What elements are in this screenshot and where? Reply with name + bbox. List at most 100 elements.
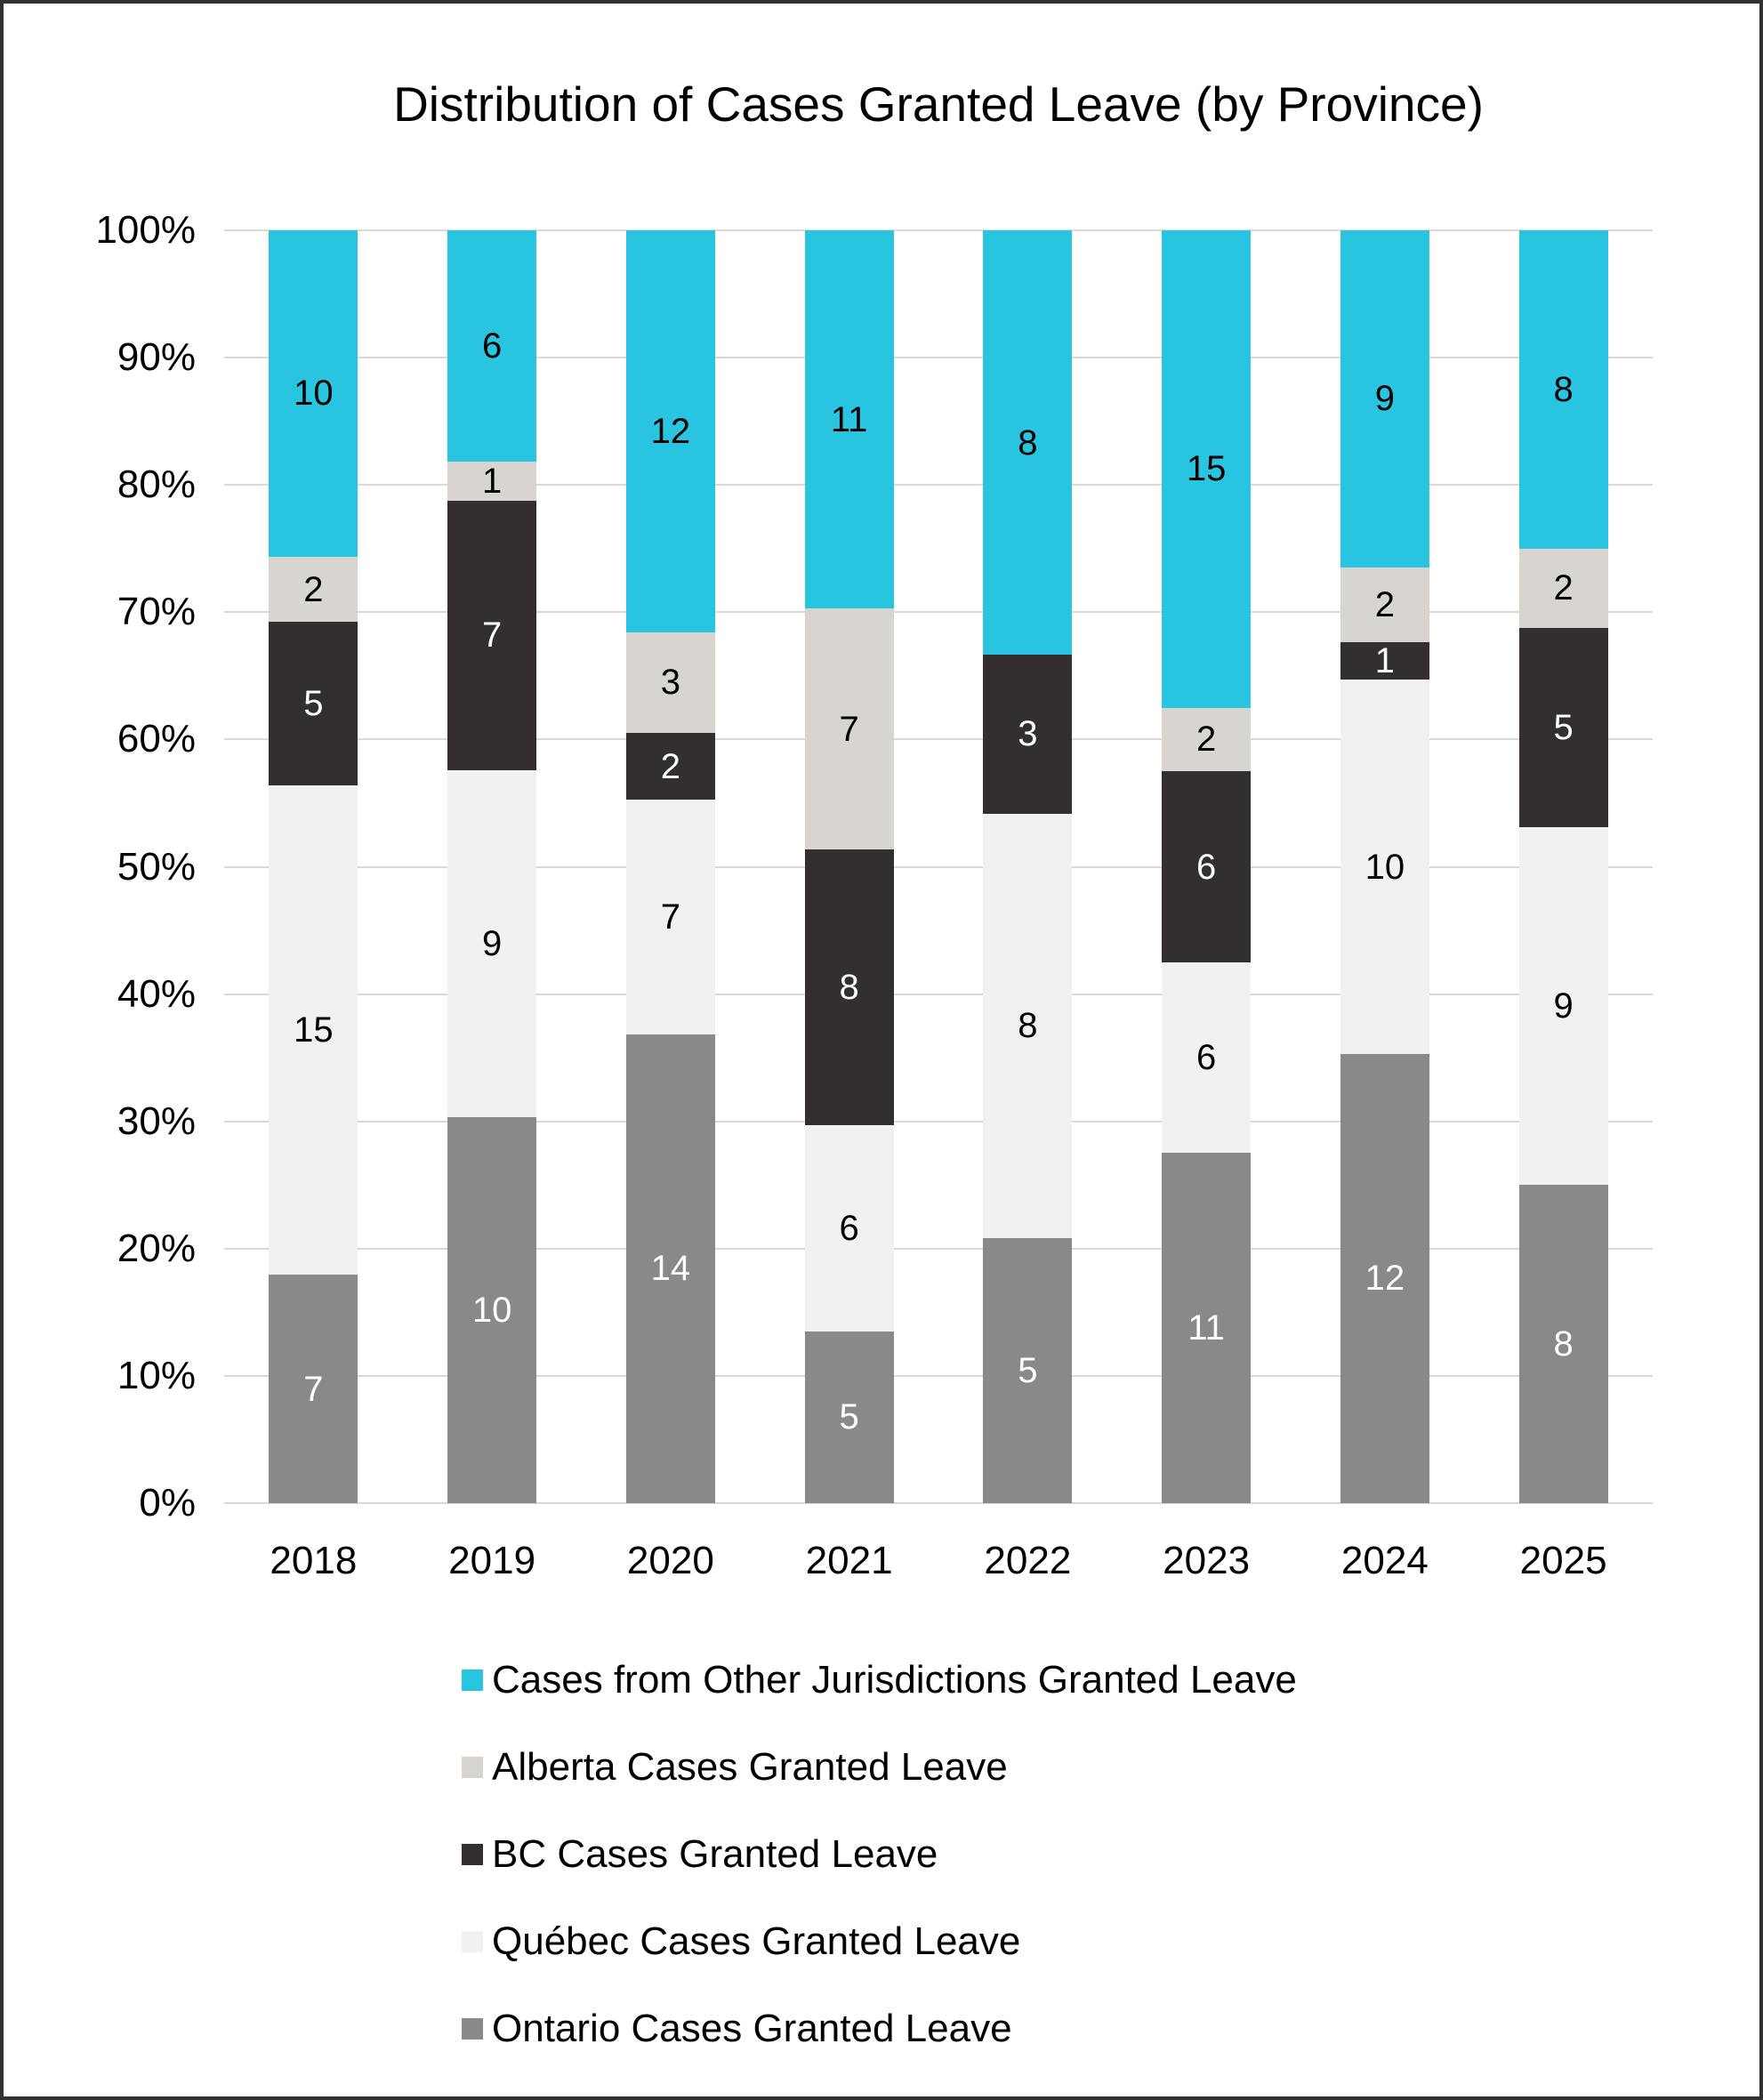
legend-swatch-ontario	[462, 2018, 483, 2040]
x-tick-label-2019: 2019	[448, 1539, 536, 1582]
bar-segment-ontario-2020: 14	[625, 1034, 715, 1503]
bar-segment-bc-2023: 6	[1162, 771, 1252, 962]
x-tick-label-2023: 2023	[1163, 1539, 1251, 1582]
stacked-bar-2019: 6 1 7 9 10	[447, 230, 537, 1503]
data-label-ontario-2020: 14	[650, 1249, 691, 1289]
legend-label-bc: BC Cases Granted Leave	[492, 1832, 938, 1876]
y-tick-label-70%: 70%	[117, 590, 196, 634]
data-label-other-2019: 6	[482, 326, 503, 366]
data-label-other-2020: 12	[650, 411, 691, 451]
data-label-other-2018: 10	[294, 374, 334, 414]
legend: Cases from Other Jurisdictions Granted L…	[462, 1637, 1297, 2072]
data-label-ontario-2023: 11	[1187, 1308, 1225, 1348]
x-tick-label-2018: 2018	[270, 1539, 358, 1582]
data-label-alberta-2020: 3	[660, 663, 680, 703]
data-label-quebec-2025: 9	[1553, 986, 1574, 1026]
data-label-quebec-2018: 15	[294, 1010, 334, 1050]
data-label-bc-2019: 7	[482, 616, 503, 656]
x-tick-label-2020: 2020	[626, 1539, 714, 1582]
data-label-bc-2018: 5	[303, 684, 324, 724]
data-label-quebec-2023: 6	[1196, 1038, 1217, 1078]
bar-segment-ontario-2025: 8	[1518, 1185, 1608, 1503]
bar-slot-2022: 8 3 8 5 2022	[938, 230, 1117, 1582]
stacked-bar-2022: 8 3 8 5	[983, 230, 1073, 1503]
x-tick-label-2022: 2022	[984, 1539, 1072, 1582]
data-label-ontario-2022: 5	[1018, 1350, 1038, 1390]
bar-segment-other-2022: 8	[983, 230, 1073, 655]
bar-segment-alberta-2021: 7	[804, 608, 894, 850]
y-tick-label-100%: 100%	[95, 208, 196, 252]
gridline-100%	[224, 229, 1653, 231]
bar-segment-bc-2025: 5	[1518, 628, 1608, 827]
y-tick-label-60%: 60%	[117, 717, 196, 761]
gridline-60%	[224, 738, 1653, 741]
y-axis-tick-labels: 0% 10% 20% 30% 40% 50% 60% 70% 80% 90% 100%	[0, 208, 196, 1525]
bar-segment-ontario-2024: 12	[1340, 1053, 1429, 1503]
bar-slot-2021: 11 7 8 6 5 2021	[760, 230, 938, 1582]
data-label-alberta-2019: 1	[482, 461, 503, 501]
bar-segment-bc-2020: 2	[625, 732, 715, 801]
bar-segment-alberta-2019: 1	[447, 461, 537, 501]
legend-label-other: Cases from Other Jurisdictions Granted L…	[492, 1658, 1297, 1702]
data-label-alberta-2023: 2	[1196, 720, 1217, 760]
data-label-other-2025: 8	[1553, 369, 1574, 409]
bar-slots: 10 2 5 15 7 2018 6 1 7 9 10 2019 12 3 2 7 14 2020 11 7 8 6 5 20…	[224, 230, 1653, 1582]
legend-item-alberta: Alberta Cases Granted Leave	[462, 1724, 1297, 1811]
y-tick-label-30%: 30%	[117, 1098, 196, 1143]
gridline-40%	[224, 993, 1653, 995]
data-label-bc-2021: 8	[839, 967, 859, 1007]
bar-segment-bc-2018: 5	[269, 622, 358, 785]
legend-swatch-other	[462, 1670, 483, 1691]
data-label-ontario-2024: 12	[1365, 1259, 1405, 1299]
y-tick-label-20%: 20%	[117, 1226, 196, 1270]
bar-segment-other-2025: 8	[1518, 230, 1608, 549]
legend-label-alberta: Alberta Cases Granted Leave	[492, 1745, 1008, 1789]
y-tick-label-90%: 90%	[117, 335, 196, 380]
bar-segment-quebec-2022: 8	[983, 813, 1073, 1238]
x-tick-label-2024: 2024	[1340, 1539, 1429, 1582]
gridline-80%	[224, 484, 1653, 487]
bar-segment-alberta-2025: 2	[1518, 548, 1608, 629]
bar-slot-2019: 6 1 7 9 10 2019	[403, 230, 582, 1582]
data-label-bc-2024: 1	[1374, 641, 1395, 681]
bar-segment-other-2018: 10	[269, 230, 358, 557]
bar-segment-quebec-2019: 9	[447, 770, 537, 1118]
bar-slot-2018: 10 2 5 15 7 2018	[224, 230, 403, 1582]
bar-slot-2024: 9 2 1 10 12 2024	[1296, 230, 1475, 1582]
legend-swatch-alberta	[462, 1757, 483, 1778]
stacked-bar-2025: 8 2 5 9 8	[1518, 230, 1608, 1503]
bar-segment-quebec-2023: 6	[1162, 961, 1252, 1154]
data-label-bc-2022: 3	[1018, 714, 1038, 754]
bar-segment-other-2021: 11	[804, 230, 894, 609]
legend-item-quebec: Québec Cases Granted Leave	[462, 1898, 1297, 1985]
data-label-alberta-2025: 2	[1553, 568, 1574, 608]
gridline-70%	[224, 611, 1653, 614]
data-label-quebec-2022: 8	[1018, 1006, 1038, 1046]
legend-item-ontario: Ontario Cases Granted Leave	[462, 1985, 1297, 2072]
x-tick-label-2025: 2025	[1519, 1539, 1607, 1582]
bar-segment-quebec-2024: 10	[1340, 680, 1429, 1054]
data-label-alberta-2024: 2	[1374, 584, 1395, 624]
bar-segment-quebec-2025: 9	[1518, 826, 1608, 1186]
y-tick-label-10%: 10%	[117, 1353, 196, 1397]
data-label-bc-2020: 2	[660, 746, 680, 786]
bar-slot-2025: 8 2 5 9 8 2025	[1474, 230, 1653, 1582]
gridline-10%	[224, 1374, 1653, 1377]
data-label-bc-2023: 6	[1196, 847, 1217, 887]
gridline-0%	[224, 1502, 1653, 1504]
gridline-50%	[224, 865, 1653, 868]
bar-segment-other-2020: 12	[625, 230, 715, 632]
y-tick-label-0%: 0%	[139, 1481, 196, 1525]
bar-segment-other-2023: 15	[1162, 230, 1252, 708]
legend-swatch-quebec	[462, 1931, 483, 1952]
bar-segment-alberta-2020: 3	[625, 632, 715, 733]
data-label-bc-2025: 5	[1553, 707, 1574, 747]
plot-area: 10 2 5 15 7 2018 6 1 7 9 10 2019 12 3 2 7 14 2020 11 7 8 6 5 20…	[224, 229, 1653, 1582]
data-label-ontario-2021: 5	[839, 1397, 859, 1437]
bar-segment-alberta-2024: 2	[1340, 567, 1429, 642]
bar-segment-ontario-2021: 5	[804, 1331, 894, 1503]
legend-swatch-bc	[462, 1844, 483, 1865]
x-tick-label-2021: 2021	[805, 1539, 893, 1582]
bar-segment-alberta-2023: 2	[1162, 707, 1252, 772]
data-label-other-2024: 9	[1374, 379, 1395, 419]
